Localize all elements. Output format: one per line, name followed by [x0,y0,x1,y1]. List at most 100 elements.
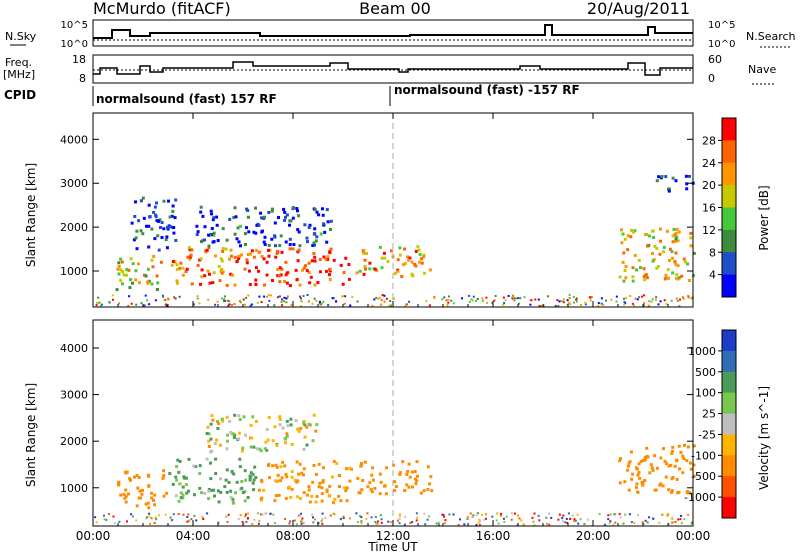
x-axis-ticks: 00:00 04:00 08:00 12:00 16:00 20:00 00:00 [76,113,710,543]
data-cell [418,252,422,256]
data-cell [233,255,237,259]
data-cell [268,299,271,302]
data-cell [422,489,426,493]
data-cell [313,259,317,263]
data-cell [315,210,319,214]
power-panel: 1000 2000 3000 4000 4 8 12 16 20 24 28 [60,112,737,308]
data-cell [548,523,551,526]
data-cell [135,247,139,251]
data-cell [253,518,256,521]
data-cell [665,229,669,233]
data-cell [307,300,310,303]
data-cell [674,277,678,280]
data-cell [408,300,411,303]
data-cell [370,473,374,477]
data-cell [135,303,138,306]
data-cell [131,262,135,266]
data-cell [651,252,654,255]
data-cell [284,472,288,476]
data-cell [312,252,316,255]
data-cell [140,492,144,496]
data-cell [260,301,263,303]
data-cell [600,302,603,305]
colorbar-tick-label: 1000 [688,345,716,358]
data-cell [202,518,205,520]
data-cell [128,477,132,481]
data-cell [690,522,693,525]
data-cell [178,460,182,463]
data-cell [302,447,306,451]
data-cell [447,301,450,304]
freq-panel: Freq. [MHz] 18 8 60 0 Nave [3,53,776,85]
data-cell [383,484,387,488]
data-cell [311,513,314,516]
data-cell [404,515,407,518]
data-cell [284,496,288,500]
data-cell [147,506,151,510]
data-cell [403,262,407,266]
data-cell [422,255,426,259]
data-cell [162,469,166,473]
data-cell [155,201,158,205]
data-cell [654,488,658,492]
data-cell [681,296,684,299]
data-cell [655,179,659,183]
data-cell [342,515,345,518]
data-cell [671,445,675,449]
data-cell [666,268,670,272]
x-tick-label: 16:00 [476,529,511,543]
data-cell [273,235,277,239]
data-cell [428,515,430,518]
data-cell [280,476,284,480]
data-cell [258,295,261,298]
data-cell [658,521,661,524]
data-cell [380,518,383,521]
data-cell [294,419,298,422]
data-cell [207,298,210,301]
data-cell [276,296,279,299]
data-cell [150,496,154,500]
data-cell [283,464,287,468]
data-cell [382,251,386,255]
y-tick-label: 1000 [60,482,88,495]
data-cell [692,274,696,277]
data-cell [689,461,692,465]
data-cell [673,240,677,244]
data-cell [637,471,641,475]
data-cell [679,450,683,454]
data-cell [623,269,627,272]
data-cell [216,489,220,493]
data-cell [233,413,237,417]
data-cell [137,475,141,479]
data-cell [408,256,412,260]
data-cell [198,302,201,305]
data-cell [414,264,418,268]
data-cell [152,255,156,258]
data-cell [313,208,317,212]
data-cell [573,301,575,304]
data-cell [291,216,295,220]
data-cell [368,267,372,271]
data-cell [245,207,249,211]
data-cell [671,476,675,479]
data-cell [687,279,691,282]
data-cell [511,297,514,300]
data-cell [405,473,409,476]
data-cell [145,224,148,228]
data-cell [414,249,418,253]
data-cell [324,516,327,519]
data-cell [679,298,681,301]
data-cell [220,268,224,272]
data-cell [312,521,315,524]
freq-tick-top: 18 [72,53,86,66]
data-cell [358,491,362,495]
data-cell [175,279,179,283]
data-cell [296,209,299,213]
data-cell [322,222,326,226]
data-cell [130,221,134,225]
data-cell [546,523,549,525]
data-cell [286,424,290,428]
data-cell [217,264,221,268]
data-cell [294,268,298,272]
data-cell [214,303,217,306]
